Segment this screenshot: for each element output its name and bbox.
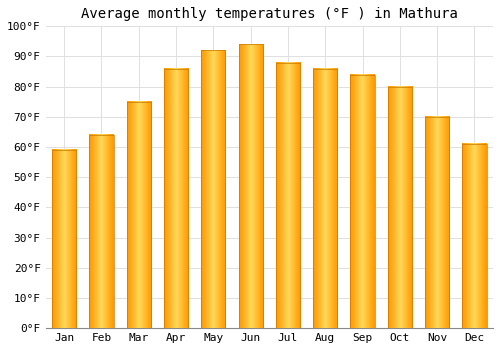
Title: Average monthly temperatures (°F ) in Mathura: Average monthly temperatures (°F ) in Ma… — [81, 7, 458, 21]
